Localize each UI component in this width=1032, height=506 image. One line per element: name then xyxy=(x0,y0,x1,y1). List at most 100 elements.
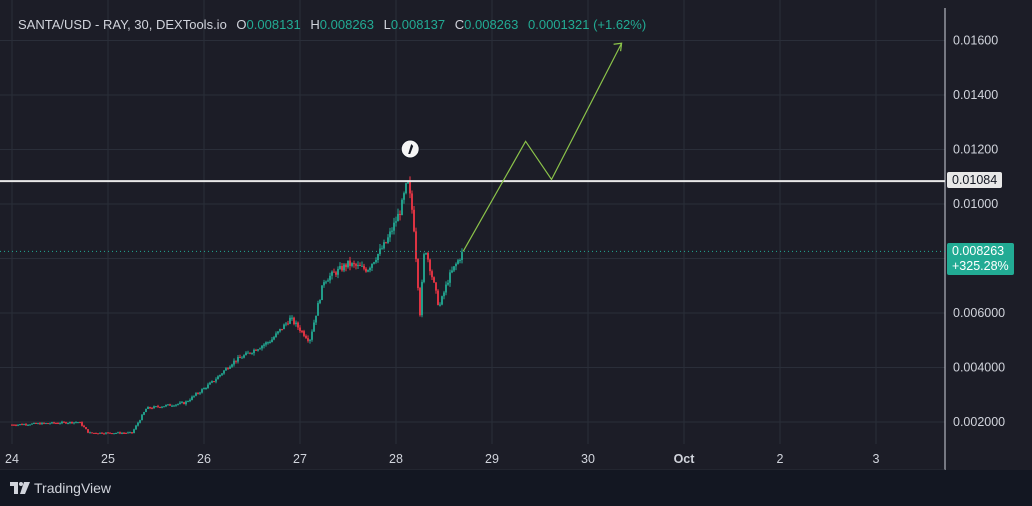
time-axis-tick: 2 xyxy=(777,452,784,466)
candle-body xyxy=(459,259,461,261)
candle-body xyxy=(167,404,169,406)
candle-body xyxy=(235,360,237,362)
candle-body xyxy=(449,272,451,283)
candle-body xyxy=(387,237,389,243)
candle-body xyxy=(427,253,429,260)
price-axis-tick: 0.01200 xyxy=(953,143,998,157)
candle-body xyxy=(113,433,115,435)
candle-body xyxy=(213,381,215,383)
candle-body xyxy=(321,285,323,300)
candle-body xyxy=(351,263,353,266)
candle-body xyxy=(151,408,153,410)
candle-body xyxy=(129,432,131,434)
candle-body xyxy=(307,338,309,341)
candle-body xyxy=(253,349,255,354)
candle-body xyxy=(327,280,329,282)
candle-body xyxy=(289,317,291,324)
footer-bar xyxy=(0,470,1032,506)
candle-body xyxy=(39,423,41,425)
candle-body xyxy=(57,423,59,425)
candle-body xyxy=(221,373,223,375)
candle-body xyxy=(177,403,179,405)
candle-body xyxy=(97,433,99,435)
tradingview-logo[interactable]: TradingView xyxy=(10,480,111,496)
candle-body xyxy=(189,399,191,402)
candle-body xyxy=(183,402,185,405)
candle-body xyxy=(25,424,27,426)
candle-body xyxy=(19,424,21,426)
candle-body xyxy=(67,422,69,424)
candle-body xyxy=(383,242,385,249)
candle-body xyxy=(355,264,357,266)
candle-body xyxy=(175,404,177,406)
candle-body xyxy=(267,342,269,344)
price-axis-tick: 0.01000 xyxy=(953,197,998,211)
candle-body xyxy=(163,406,165,408)
candle-body xyxy=(91,432,93,434)
low-value: 0.008137 xyxy=(390,17,446,32)
candle-body xyxy=(179,402,181,404)
candle-body xyxy=(165,404,167,407)
candle-body xyxy=(155,406,157,408)
candle-body xyxy=(45,423,47,425)
candle-body xyxy=(135,425,137,430)
high-value: 0.008263 xyxy=(319,17,375,32)
candle-body xyxy=(401,199,403,216)
candle-body xyxy=(157,406,159,408)
candle-body xyxy=(423,254,425,282)
time-axis-tick: 26 xyxy=(197,452,211,466)
candle-body xyxy=(313,322,315,332)
candle-body xyxy=(239,357,241,359)
candle-body xyxy=(193,395,195,397)
candle-body xyxy=(171,405,173,407)
candle-body xyxy=(207,384,209,389)
candle-body xyxy=(117,432,119,434)
candle-body xyxy=(375,260,377,263)
candle-body xyxy=(15,425,17,427)
candle-body xyxy=(85,427,87,430)
candle-body xyxy=(187,401,189,403)
candle-body xyxy=(453,266,455,271)
candle-body xyxy=(109,432,111,434)
candle-body xyxy=(257,349,259,351)
candle-body xyxy=(127,432,129,434)
last-price-value: 0.008263 xyxy=(952,244,1005,258)
candle-body xyxy=(269,342,271,344)
candle-body xyxy=(173,405,175,407)
candle-body xyxy=(359,264,361,266)
candle-body xyxy=(271,339,273,343)
candle-body xyxy=(103,433,105,435)
candle-body xyxy=(417,259,419,288)
candle-body xyxy=(141,414,143,421)
candle-body xyxy=(243,355,245,358)
time-axis-tick: 27 xyxy=(293,452,307,466)
candle-body xyxy=(311,331,313,340)
candle-body xyxy=(381,248,383,250)
candle-body xyxy=(371,263,373,268)
candle-body xyxy=(61,421,63,424)
tradingview-icon xyxy=(10,482,30,494)
candle-body xyxy=(197,393,199,395)
candle-body xyxy=(35,422,37,424)
candle-body xyxy=(419,287,421,316)
candle-body xyxy=(319,299,321,304)
candle-body xyxy=(75,422,77,424)
candle-body xyxy=(357,264,359,266)
time-axis-tick: 24 xyxy=(5,452,19,466)
candle-body xyxy=(455,263,457,267)
candle-body xyxy=(415,231,417,260)
candle-body xyxy=(125,432,127,434)
candle-body xyxy=(105,432,107,434)
candle-body xyxy=(333,271,335,273)
symbol-title[interactable]: SANTA/USD - RAY, 30, DEXTools.io xyxy=(18,17,227,32)
candle-body xyxy=(149,407,151,409)
legend-header: SANTA/USD - RAY, 30, DEXTools.io O0.0081… xyxy=(18,17,646,32)
candle-body xyxy=(403,193,405,200)
candle-body xyxy=(99,432,101,434)
candle-body xyxy=(429,259,431,272)
candle-body xyxy=(421,281,423,316)
candle-body xyxy=(227,368,229,370)
candle-body xyxy=(219,374,221,377)
candle-body xyxy=(159,406,161,408)
